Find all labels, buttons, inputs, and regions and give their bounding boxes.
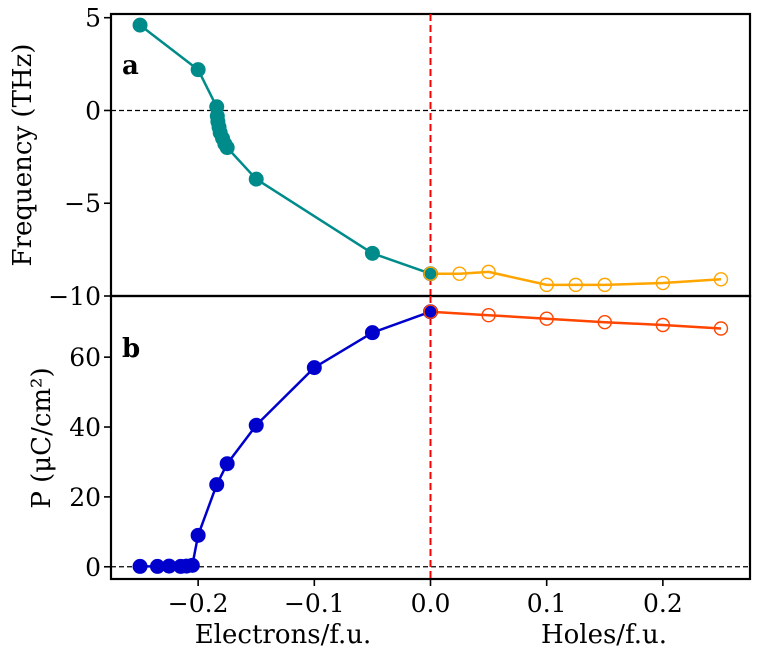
panel-a-holes-point xyxy=(452,266,467,281)
panel-a-holes-line xyxy=(430,270,722,287)
panel-a-holes-point xyxy=(713,272,729,287)
panel-b-electrons-line xyxy=(140,310,431,568)
panel-a-electrons-point xyxy=(248,171,264,187)
panel-a-ytick-label: 5 xyxy=(85,4,101,33)
x-tick-label: −0.2 xyxy=(168,589,229,618)
panel-b-holes-line xyxy=(430,310,722,330)
x-tick-label: 0.1 xyxy=(527,589,567,618)
panel-b-electrons-point xyxy=(190,527,206,543)
panel-b-holes-point xyxy=(655,317,671,333)
panel-b-ytick-label: 60 xyxy=(69,343,101,372)
panel-b-electrons-point xyxy=(248,417,264,433)
panel-a-label: a xyxy=(122,51,139,81)
panel-a-holes-point xyxy=(655,275,671,291)
x-tick-label: 0.2 xyxy=(643,589,683,618)
panel-a-holes-point xyxy=(481,264,496,280)
x-tick-label: 0.0 xyxy=(411,589,451,618)
x-axis-label-electrons: Electrons/f.u. xyxy=(195,620,372,650)
panel-b-ytick-label: 20 xyxy=(69,483,101,512)
panel-a-ytick-label: −5 xyxy=(64,189,101,218)
panel-b-electrons-point xyxy=(184,557,200,573)
panel-b-electrons-point xyxy=(209,477,225,493)
panel-b-label: b xyxy=(122,334,140,364)
panel-a-frequency: 5 0 −5 −10 a Frequency (THz) xyxy=(8,4,752,311)
panel-a-ytick-label: 0 xyxy=(85,96,101,125)
panel-a-electrons-point xyxy=(219,140,235,156)
panel-a-electrons-point xyxy=(364,245,380,261)
panel-b-y-axis-label: P (μC/cm²) xyxy=(27,367,57,508)
panel-a-holes-point xyxy=(568,277,583,293)
x-tick-label: −0.1 xyxy=(284,589,345,618)
panel-a-electrons-line xyxy=(139,24,431,275)
panel-b-holes-point xyxy=(423,304,438,319)
panel-b-holes-point xyxy=(597,315,612,330)
panel-a-electrons-point xyxy=(190,62,206,78)
panel-b-plot: 60 40 20 0 −0.2 −0.1 0.0 0.1 0.2 xyxy=(69,296,750,618)
panel-a-plot: 5 0 −5 −10 xyxy=(48,4,750,311)
panel-b-holes-point xyxy=(713,321,729,336)
panel-a-holes-point xyxy=(423,266,438,281)
panel-a-frame xyxy=(109,12,752,298)
panel-b-electrons-point xyxy=(219,456,235,472)
panel-a-ytick-label: −10 xyxy=(48,282,101,311)
panel-a-y-axis-label: Frequency (THz) xyxy=(8,44,38,267)
panel-a-electrons-point xyxy=(132,17,148,33)
x-axis-label-holes: Holes/f.u. xyxy=(541,620,667,650)
panel-b-polarization: 60 40 20 0 −0.2 −0.1 0.0 0.1 0.2 b P (μC/cm²) El… xyxy=(27,294,752,650)
panel-b-holes-point xyxy=(481,308,496,323)
panel-b-frame xyxy=(109,294,752,581)
panel-b-ytick-label: 40 xyxy=(69,413,101,442)
panel-b-electrons-point xyxy=(306,360,322,376)
panel-b-holes-point xyxy=(539,311,554,326)
panel-b-ytick-label: 0 xyxy=(85,553,101,582)
panel-a-holes-point xyxy=(597,277,612,293)
panel-b-electrons-point xyxy=(132,558,148,574)
panel-a-holes-point xyxy=(539,277,554,293)
panel-b-electrons-point xyxy=(364,325,380,341)
